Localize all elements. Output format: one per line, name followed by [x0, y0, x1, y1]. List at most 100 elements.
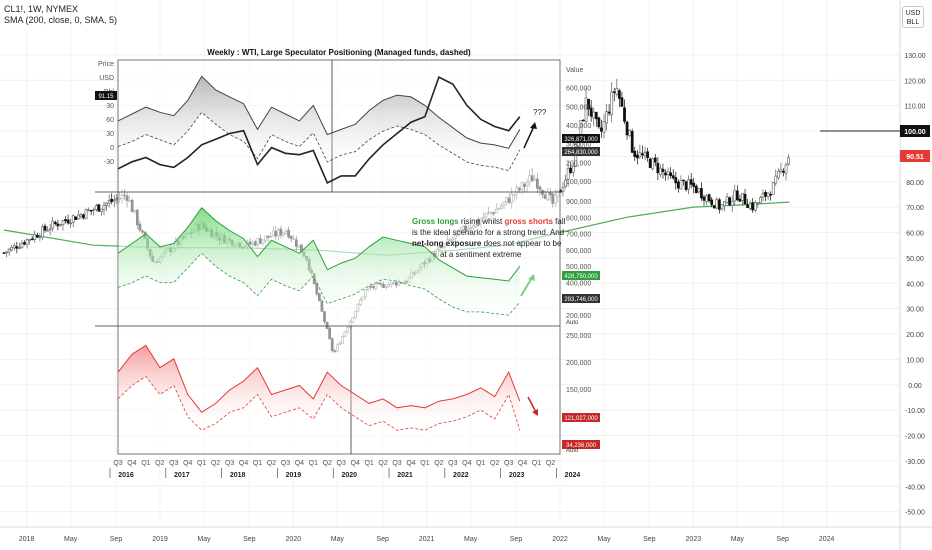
candle-body	[707, 194, 711, 202]
candle-body	[702, 196, 706, 201]
candle-body	[571, 166, 575, 173]
candle-body	[715, 199, 719, 209]
candle-body	[671, 175, 675, 179]
candle-body	[618, 90, 621, 99]
x-tick-label: 2018	[19, 536, 35, 543]
quarter-tick: Q2	[323, 460, 332, 467]
candle-body	[110, 198, 114, 202]
longs-right-tick: 200,000	[566, 313, 591, 320]
candle-body	[112, 199, 116, 202]
candle-body	[664, 172, 667, 176]
inset-title: Weekly : WTI, Large Speculator Positioni…	[207, 48, 471, 57]
shorts-badge-label: 34,236,000	[566, 443, 597, 449]
quarter-tick: Q4	[127, 460, 136, 467]
candle-body	[594, 111, 598, 120]
candle-body	[628, 129, 632, 136]
net-large-spec-line	[117, 75, 521, 149]
candle-body	[607, 111, 611, 114]
candle-body	[102, 204, 106, 210]
candle-body	[589, 107, 593, 117]
comment-gross-shorts: gross shorts	[504, 217, 553, 226]
net-badge-label: 326,871,000	[564, 137, 598, 143]
candle-body	[597, 117, 601, 128]
net-managed-line	[117, 111, 521, 172]
candle-body	[730, 201, 734, 206]
inset-price-badge	[95, 91, 117, 100]
candle-body	[641, 153, 644, 156]
y-tick-label: 60.00	[906, 231, 924, 238]
candle-body	[30, 238, 34, 240]
quarter-tick: Q3	[504, 460, 513, 467]
candle-body	[41, 226, 44, 238]
y-tick-label: -50.00	[905, 510, 925, 517]
quarter-tick: Q3	[169, 460, 178, 467]
sma-legend[interactable]: SMA (200, close, 0, SMA, 5)	[4, 15, 118, 25]
quarter-tick: Q2	[490, 460, 499, 467]
candle-body	[748, 203, 752, 209]
candle-body	[43, 225, 47, 231]
candle-body	[625, 121, 629, 136]
candle-body	[648, 158, 652, 168]
candle-body	[623, 107, 626, 122]
quarter-tick: Q4	[406, 460, 415, 467]
candle-body	[666, 170, 670, 175]
candle-body	[764, 191, 767, 197]
y-tick-label: 50.00	[906, 256, 924, 263]
longs-right-tick: 900,000	[566, 199, 591, 206]
candle-body	[582, 119, 585, 122]
candle-body	[669, 172, 673, 177]
quarter-tick: Q4	[518, 460, 527, 467]
candle-body	[105, 202, 108, 206]
longs-arrow-head	[528, 274, 535, 281]
candle-body	[602, 121, 606, 133]
year-label: 2021	[397, 472, 413, 479]
net-arrow-head	[530, 122, 537, 129]
year-label: 2020	[341, 472, 357, 479]
y-tick-label: -40.00	[905, 484, 925, 491]
net-right-tick: 500,000	[566, 104, 591, 111]
positioning-inset: Weekly : WTI, Large Speculator Positioni…	[95, 48, 600, 479]
candle-body	[587, 98, 590, 110]
net-right-tick: 100,000	[566, 179, 591, 186]
candle-body	[738, 198, 742, 202]
shorts-arrow-head	[532, 409, 538, 416]
x-tick-label: May	[731, 536, 745, 543]
candle-body	[694, 185, 698, 194]
x-tick-label: May	[197, 536, 211, 543]
candle-body	[18, 247, 21, 249]
y-tick-label: 110.00	[905, 104, 926, 111]
candle-body	[94, 205, 98, 210]
candle-body	[774, 175, 778, 184]
currency-button[interactable]: USD BLL	[902, 6, 924, 28]
x-tick-label: May	[331, 536, 345, 543]
symbol-line[interactable]: CL1!, 1W, NYMEX	[4, 4, 79, 14]
inset-labels: Value 600,000 500,000 400,000 300,000 200,000…	[95, 61, 600, 479]
x-tick-label: 2021	[419, 536, 435, 543]
candle-body	[61, 220, 65, 225]
candle-body	[15, 246, 19, 249]
x-tick-label: Sep	[243, 536, 256, 543]
candle-body	[689, 179, 693, 185]
year-label: 2024	[565, 472, 581, 479]
candle-body	[759, 197, 762, 204]
y-tick-label: -30.00	[905, 459, 925, 466]
candle-body	[746, 204, 749, 208]
reference-badge-label: 100.00	[904, 129, 926, 136]
candle-body	[769, 194, 773, 196]
y-tick-label: 80.00	[906, 180, 924, 187]
shorts-badge	[562, 413, 600, 422]
quarter-tick: Q2	[155, 460, 164, 467]
quarter-tick: Q4	[462, 460, 471, 467]
longs-area	[118, 207, 520, 316]
shorts-managed-line	[117, 376, 521, 431]
comment-not-appear: does not appear to be	[481, 239, 562, 248]
candle-body	[630, 131, 634, 153]
candle-body	[787, 157, 790, 165]
inset-panels	[117, 75, 521, 431]
quarter-tick: Q1	[253, 460, 262, 467]
year-label: 2017	[174, 472, 190, 479]
candle-body	[564, 179, 567, 187]
candle-body	[2, 252, 6, 254]
